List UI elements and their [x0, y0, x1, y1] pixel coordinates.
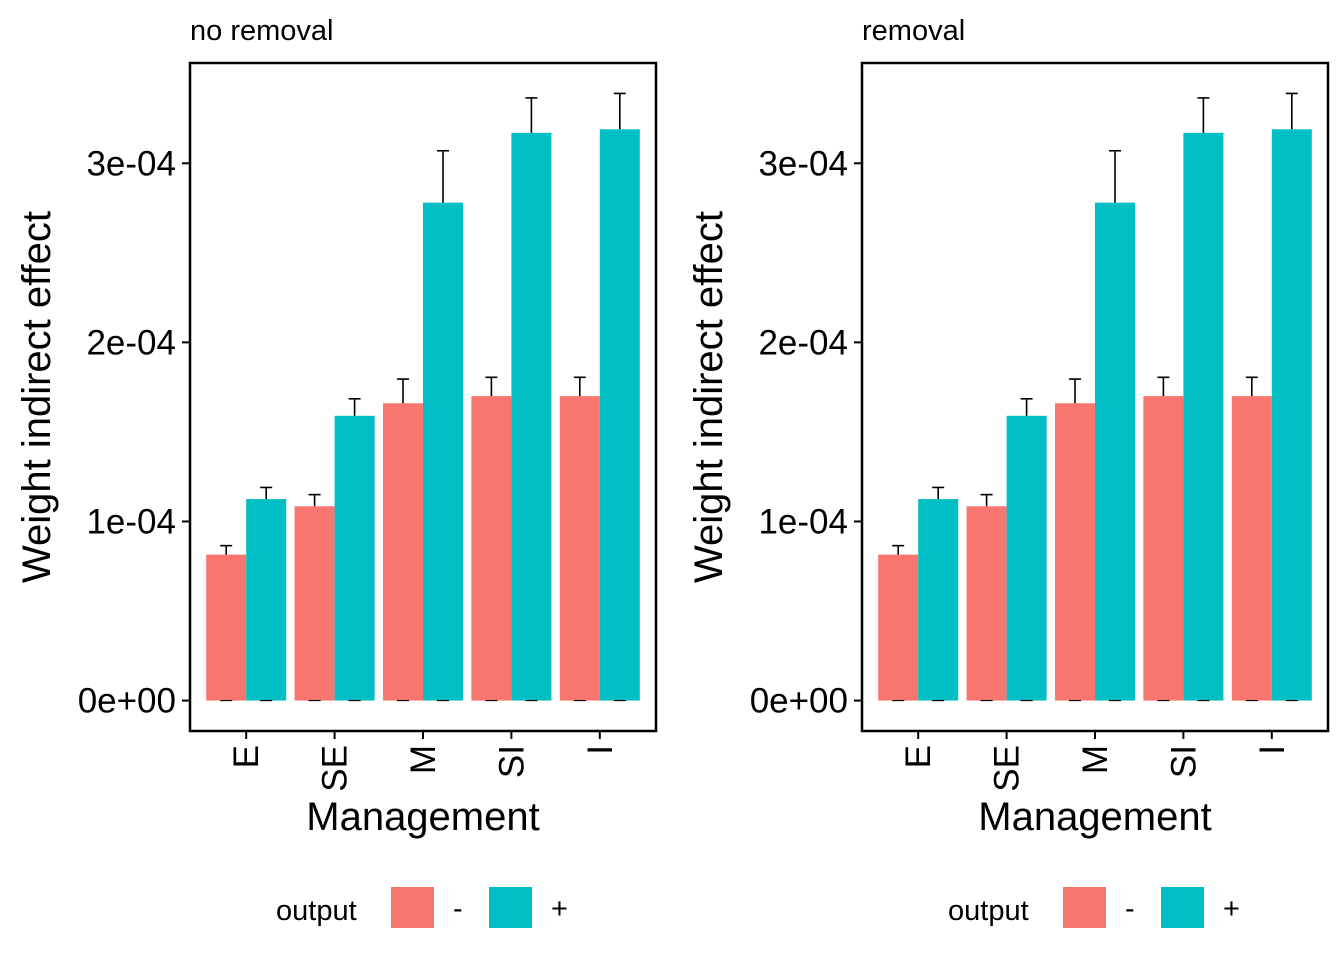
- bar-plus-I: [1271, 129, 1312, 701]
- legend-key-minus: [1063, 887, 1106, 928]
- legend-label: +: [1223, 893, 1240, 925]
- legend-key-minus: [391, 887, 434, 928]
- y-axis-title: Weight indirect effect: [15, 211, 59, 583]
- y-tick-label: 2e-04: [86, 323, 176, 362]
- bar-plus-SI: [511, 132, 552, 701]
- bar-minus-I: [559, 396, 600, 701]
- panel-title: no removal: [190, 15, 333, 47]
- y-tick-label: 0e+00: [78, 682, 176, 721]
- bar-minus-SI: [471, 396, 512, 701]
- x-tick-label: M: [1076, 745, 1115, 774]
- legend-label: +: [551, 893, 568, 925]
- y-tick-label: 3e-04: [86, 144, 176, 183]
- bar-plus-M: [1095, 202, 1135, 701]
- bar-minus-E: [206, 554, 247, 701]
- y-tick-label: 1e-04: [758, 502, 848, 541]
- chart-panel-1: no removal 0e+00 1e-04 2e-04 3e-04 E SE M SI I Man…: [15, 15, 658, 928]
- y-tick-label: 1e-04: [86, 502, 176, 541]
- y-tick-label: 2e-04: [758, 323, 848, 362]
- y-tick-label: 3e-04: [758, 144, 848, 183]
- bar-minus-E: [878, 554, 919, 701]
- bar-minus-SE: [294, 506, 335, 701]
- x-tick-label: I: [581, 745, 620, 755]
- bar-minus-M: [383, 403, 423, 701]
- bar-plus-I: [599, 129, 640, 701]
- bar-plus-M: [423, 202, 463, 701]
- legend-title: output: [276, 895, 357, 927]
- y-tick-label: 0e+00: [750, 682, 848, 721]
- bar-plus-E: [246, 499, 287, 701]
- legend-key-plus: [1161, 887, 1204, 928]
- chart-panel-2: removal 0e+00 1e-04 2e-04 3e-04 E SE M SI I Manage…: [687, 15, 1330, 928]
- x-tick-label: I: [1253, 745, 1292, 755]
- x-tick-label: E: [899, 745, 938, 768]
- bar-plus-E: [918, 499, 959, 701]
- legend-label: -: [453, 893, 463, 925]
- bar-minus-M: [1055, 403, 1095, 701]
- x-tick-label: M: [404, 745, 443, 774]
- bar-minus-I: [1231, 396, 1272, 701]
- x-tick-label: SE: [988, 745, 1027, 792]
- panel-title: removal: [862, 15, 965, 47]
- x-tick-label: E: [227, 745, 266, 768]
- bar-plus-SE: [1006, 415, 1047, 701]
- x-tick-label: SI: [492, 745, 531, 778]
- x-tick-label: SE: [316, 745, 355, 792]
- legend-title: output: [948, 895, 1029, 927]
- bar-plus-SI: [1183, 132, 1224, 701]
- legend: output - +: [948, 887, 1240, 928]
- bar-minus-SI: [1143, 396, 1184, 701]
- legend-label: -: [1125, 893, 1135, 925]
- y-axis-title: Weight indirect effect: [687, 211, 731, 583]
- legend-key-plus: [489, 887, 532, 928]
- bar-minus-SE: [966, 506, 1007, 701]
- x-tick-label: SI: [1164, 745, 1203, 778]
- legend: output - +: [276, 887, 568, 928]
- x-axis-title: Management: [306, 795, 539, 839]
- x-axis-title: Management: [978, 795, 1211, 839]
- bar-plus-SE: [334, 415, 375, 701]
